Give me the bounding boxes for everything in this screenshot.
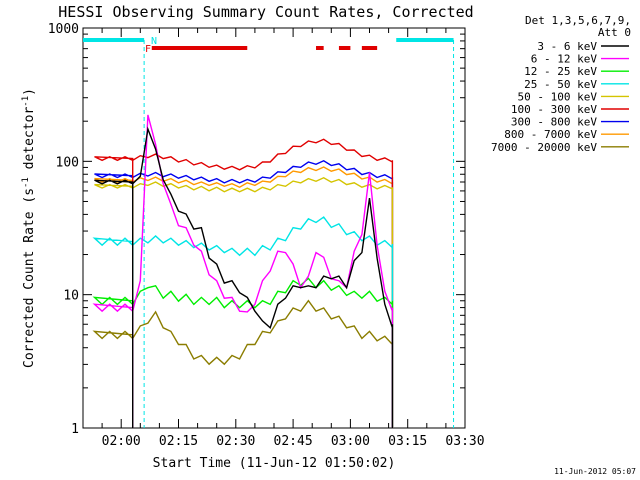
- y-tick-label: 100: [56, 155, 79, 170]
- x-tick-label: 02:30: [216, 434, 255, 449]
- x-tick-label: 03:15: [388, 434, 427, 449]
- legend-label: 100 - 300 keV: [511, 103, 597, 116]
- y-tick-label: 1: [71, 422, 79, 437]
- series-line-300-800-: [94, 160, 394, 428]
- series-line-100-300-: [94, 138, 394, 428]
- x-tick-label: 03:00: [331, 434, 370, 449]
- x-axis: 02:00 02:15 02:30 02:45 03:00 03:15 03:30: [82, 28, 485, 449]
- plot-frame: [82, 27, 466, 429]
- legend-label: 12 - 25 keV: [524, 65, 597, 78]
- flag-f: F: [145, 44, 151, 55]
- y-label-part1: Corrected Count Rate (s: [22, 188, 37, 368]
- x-tick-label: 02:15: [159, 434, 198, 449]
- y-label-sup2: -1: [21, 96, 31, 107]
- flag-n: N: [151, 36, 157, 47]
- footer-timestamp: 11-Jun-2012 05:07: [554, 467, 636, 476]
- legend-label: 7000 - 20000 keV: [491, 141, 597, 154]
- night-boundaries: [143, 40, 455, 428]
- state-bars: [83, 38, 454, 50]
- y-label-sup1: -1: [21, 177, 31, 188]
- legend-label: 50 - 100 keV: [518, 90, 598, 103]
- x-tick-label: 02:00: [102, 434, 141, 449]
- x-tick-label: 02:45: [274, 434, 313, 449]
- legend-label: 6 - 12 keV: [531, 53, 598, 66]
- y-axis-label: Corrected Count Rate (s-1 detector-1): [21, 88, 37, 368]
- legend-label: 800 - 7000 keV: [504, 128, 597, 141]
- series-line-3-6-: [94, 126, 394, 428]
- x-tick-label: 03:30: [445, 434, 484, 449]
- legend-header-1: Det 1,3,5,6,7,9,: [525, 14, 631, 27]
- series-line-12-25-: [92, 277, 394, 428]
- legend-header-2: Att 0: [598, 26, 631, 39]
- y-label-part2: detector: [22, 107, 37, 178]
- y-tick-label: 10: [63, 289, 79, 304]
- legend-label: 25 - 50 keV: [524, 78, 597, 91]
- series-layer: [92, 114, 394, 428]
- y-label-part3: ): [22, 88, 37, 96]
- series-line-800-7000-: [94, 166, 394, 428]
- y-axis: 1 10 100 1000: [48, 22, 465, 437]
- series-line-6-12-: [92, 114, 394, 428]
- y-tick-label: 1000: [48, 22, 79, 37]
- series-line-25-50-: [92, 216, 394, 428]
- legend-label: 300 - 800 keV: [511, 116, 597, 129]
- legend-label: 3 - 6 keV: [537, 40, 597, 53]
- x-axis-label: Start Time (11-Jun-12 01:50:02): [153, 456, 396, 471]
- series-line-50-100-: [94, 177, 394, 428]
- chart-title: HESSI Observing Summary Count Rates, Cor…: [58, 3, 473, 21]
- series-line-7000-20000-: [92, 299, 394, 428]
